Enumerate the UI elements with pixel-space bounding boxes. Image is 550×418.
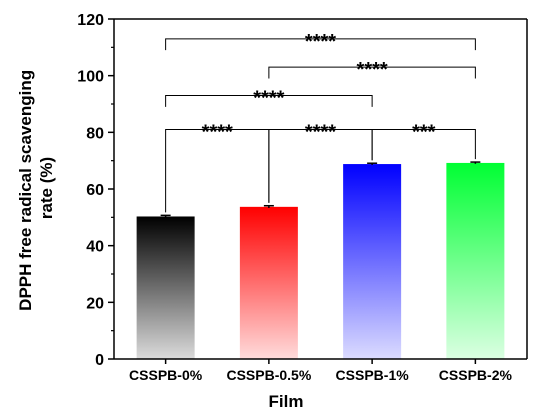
significance-bracket-4 — [165, 95, 373, 107]
bar-2 — [239, 206, 298, 359]
significance-bracket-5 — [268, 66, 476, 79]
significance-layer: **** **** *************** — [165, 31, 476, 213]
significance-bracket-6 — [165, 38, 476, 51]
significance-label-2: **** — [305, 122, 336, 144]
error-bars-layer — [160, 161, 481, 218]
y-tick-label-2: 20 — [86, 295, 104, 312]
y-axis-title-line-1: DPPH free radical scavenging — [16, 70, 35, 311]
y-tick-label-3: 40 — [86, 239, 104, 256]
x-tick-label-4: CSSPB-2% — [439, 367, 513, 383]
axes-layer: CSSPB-0% CSSPB-0.5% CSSPB-1% CSSPB-2% 0 20 40 6… — [77, 12, 528, 383]
bar-4 — [446, 162, 505, 359]
y-axis-title: DPPH free radical scavenging rate (%) — [16, 65, 56, 311]
x-tick-label-2: CSSPB-0.5% — [226, 367, 311, 383]
significance-label-1: **** — [202, 122, 233, 144]
x-tick-label-3: CSSPB-1% — [336, 367, 410, 383]
y-tick-label-7: 120 — [77, 12, 104, 29]
y-tick-label-1: 0 — [95, 352, 104, 369]
significance-label-3: *** — [412, 122, 436, 144]
y-axis-title-line-2: rate (%) — [37, 157, 56, 219]
bar-1 — [136, 216, 195, 359]
significance-bracket-3 — [371, 129, 476, 161]
y-tick-label-6: 100 — [77, 69, 104, 86]
significance-label-6: **** — [305, 31, 336, 53]
y-tick-label-5: 80 — [86, 125, 104, 142]
y-tick-label-4: 60 — [86, 182, 104, 199]
x-tick-label-1: CSSPB-0% — [129, 367, 203, 383]
x-axis-title: Film — [269, 392, 304, 411]
significance-label-4: **** — [253, 88, 284, 110]
bar-3 — [343, 164, 402, 359]
bars-layer — [136, 162, 505, 359]
significance-label-5: **** — [357, 59, 388, 81]
